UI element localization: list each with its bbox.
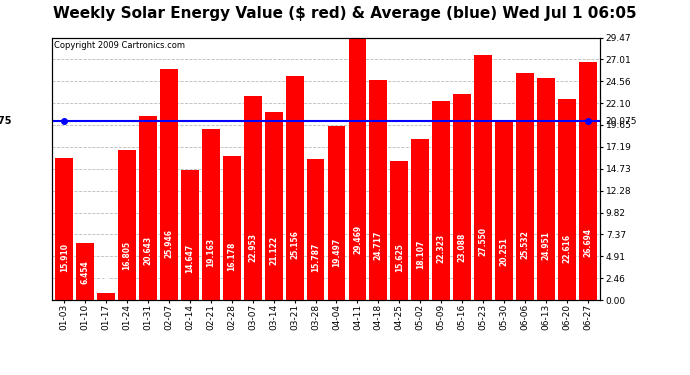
Bar <box>495 120 513 300</box>
Bar <box>77 243 94 300</box>
Text: 19.163: 19.163 <box>206 238 215 267</box>
Bar <box>286 76 304 300</box>
Text: 16.805: 16.805 <box>123 241 132 270</box>
Text: 29.469: 29.469 <box>353 224 362 254</box>
Bar <box>265 112 283 300</box>
Bar <box>537 78 555 300</box>
Text: .772: .772 <box>101 273 110 292</box>
Bar <box>432 101 450 300</box>
Text: 25.156: 25.156 <box>290 230 299 259</box>
Bar <box>516 73 534 300</box>
Text: 20.251: 20.251 <box>500 237 509 266</box>
Text: 23.088: 23.088 <box>457 232 466 262</box>
Bar <box>244 96 262 300</box>
Bar <box>97 293 115 300</box>
Bar <box>202 129 220 300</box>
Text: 21.122: 21.122 <box>269 236 278 265</box>
Bar <box>160 69 178 300</box>
Text: 22.323: 22.323 <box>437 234 446 263</box>
Text: 22.616: 22.616 <box>562 234 571 262</box>
Text: 22.953: 22.953 <box>248 233 257 262</box>
Bar <box>453 94 471 300</box>
Bar <box>328 126 346 300</box>
Text: 25.946: 25.946 <box>164 229 173 258</box>
Bar <box>474 55 492 300</box>
Text: Weekly Solar Energy Value ($ red) & Average (blue) Wed Jul 1 06:05: Weekly Solar Energy Value ($ red) & Aver… <box>53 6 637 21</box>
Bar <box>306 159 324 300</box>
Bar <box>348 38 366 300</box>
Text: 16.178: 16.178 <box>227 242 236 271</box>
Bar <box>369 80 387 300</box>
Bar <box>223 156 241 300</box>
Text: 18.107: 18.107 <box>416 239 425 268</box>
Text: 6.454: 6.454 <box>81 261 90 284</box>
Text: 25.532: 25.532 <box>520 230 529 259</box>
Text: 20.075: 20.075 <box>0 116 12 126</box>
Text: 15.910: 15.910 <box>60 243 69 272</box>
Bar <box>139 116 157 300</box>
Bar <box>118 150 136 300</box>
Text: 27.550: 27.550 <box>479 227 488 256</box>
Text: Copyright 2009 Cartronics.com: Copyright 2009 Cartronics.com <box>55 42 186 51</box>
Text: 24.717: 24.717 <box>374 231 383 260</box>
Text: 26.694: 26.694 <box>583 228 592 257</box>
Bar <box>391 161 408 300</box>
Text: 14.647: 14.647 <box>186 244 195 273</box>
Text: 15.625: 15.625 <box>395 243 404 272</box>
Text: 15.787: 15.787 <box>311 242 320 272</box>
Bar <box>579 62 597 300</box>
Text: 20.643: 20.643 <box>144 236 152 265</box>
Text: 19.497: 19.497 <box>332 238 341 267</box>
Bar <box>558 99 575 300</box>
Text: 24.951: 24.951 <box>542 231 551 260</box>
Bar <box>55 158 73 300</box>
Text: 20.075: 20.075 <box>606 117 638 126</box>
Bar <box>181 170 199 300</box>
Bar <box>411 139 429 300</box>
